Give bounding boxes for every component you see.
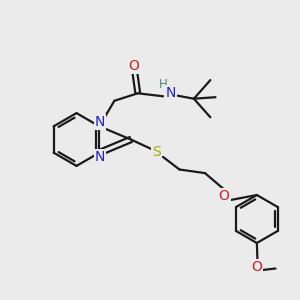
Text: N: N <box>166 86 176 100</box>
Text: N: N <box>95 150 105 164</box>
Text: S: S <box>152 145 161 158</box>
Text: H: H <box>159 78 168 92</box>
Text: N: N <box>95 115 105 129</box>
Text: O: O <box>219 189 230 203</box>
Text: O: O <box>251 260 262 274</box>
Text: O: O <box>128 59 139 73</box>
